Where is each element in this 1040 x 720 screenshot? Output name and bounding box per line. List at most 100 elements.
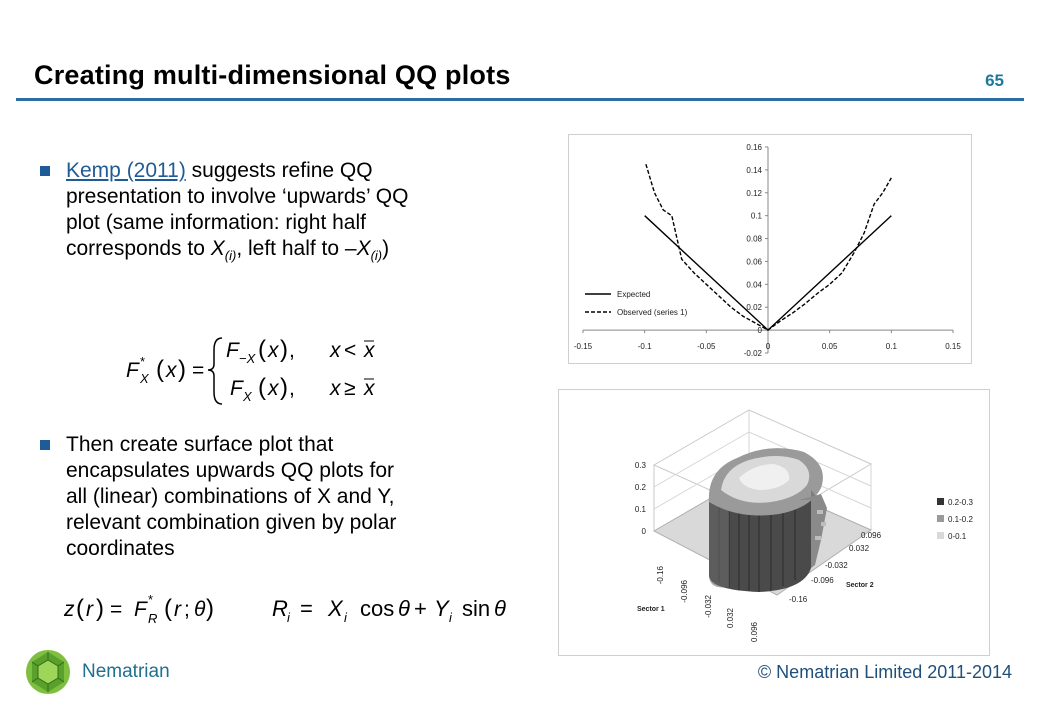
svg-text:): ) bbox=[280, 374, 288, 401]
svg-text:i: i bbox=[287, 610, 291, 625]
svg-text:i: i bbox=[344, 610, 348, 625]
sector2-axis-label: Sector 2 bbox=[846, 582, 874, 589]
bullet1-text-2: presentation to involve ‘upwards’ QQ bbox=[66, 185, 409, 208]
kemp-2011-link[interactable]: Kemp (2011) bbox=[66, 159, 186, 182]
svg-text:=: = bbox=[110, 598, 122, 621]
series-line-observed-series-1- bbox=[645, 163, 892, 331]
bullet-surface-plot: Then create surface plot that encapsulat… bbox=[40, 432, 520, 562]
svg-text:Y: Y bbox=[434, 596, 450, 621]
x-tick-label: 0 bbox=[766, 342, 771, 351]
y-tick-label: 0.08 bbox=[746, 235, 762, 244]
bullet1-text-1: suggests refine QQ bbox=[185, 159, 373, 182]
slide-title: Creating multi-dimensional QQ plots bbox=[34, 60, 511, 90]
svg-text:=: = bbox=[192, 359, 204, 382]
svg-text:): ) bbox=[206, 595, 214, 622]
legend-label: 0.2-0.3 bbox=[948, 498, 973, 507]
svg-text:−X: −X bbox=[239, 351, 257, 366]
svg-text:X: X bbox=[327, 596, 344, 621]
svg-text:): ) bbox=[280, 336, 288, 363]
y-tick-label: 0.12 bbox=[746, 189, 762, 198]
equation-polar-cdf: z ( r ) = F * R ( r ; θ ) bbox=[63, 592, 214, 626]
sector2-tick-label: -0.16 bbox=[789, 595, 808, 604]
sector2-tick-label: -0.096 bbox=[811, 576, 834, 585]
upwards-qq-chart: 0.16 0.14 0.12 0.1 0.08 0.06 0.04 0.02 0 -0.02 -0.… bbox=[568, 134, 972, 364]
bullet2-text-1: Then create surface plot that bbox=[66, 433, 334, 456]
svg-text:x: x bbox=[329, 377, 342, 400]
surface-chart: 0.3 0.2 0.1 0 -0.16 -0.096 -0.032 0.032 0.096 0.0… bbox=[558, 389, 990, 656]
qq-chart-svg: 0.160.140.120.10.080.060.040.020-0.02-0.… bbox=[574, 143, 961, 358]
svg-text:x: x bbox=[329, 339, 342, 362]
svg-text:θ: θ bbox=[494, 596, 506, 621]
surface-chart-svg: 0.30.20.10-0.16-0.096-0.0320.0320.0960.0… bbox=[635, 409, 973, 642]
sector2-tick-label: 0.096 bbox=[861, 531, 882, 540]
x-tick-label: 0.1 bbox=[886, 342, 898, 351]
svg-text:x: x bbox=[267, 377, 280, 400]
svg-text:*: * bbox=[140, 354, 145, 369]
y-tick-label: -0.02 bbox=[744, 349, 763, 358]
slide-number: 65 bbox=[985, 71, 1004, 90]
z-tick-label: 0.1 bbox=[635, 505, 647, 514]
y-tick-label: 0 bbox=[758, 326, 763, 335]
title-divider bbox=[16, 98, 1024, 101]
bullet1-text-3: plot (same information: right half bbox=[66, 211, 366, 234]
svg-text:sin: sin bbox=[462, 596, 490, 621]
x-tick-label: -0.05 bbox=[697, 342, 716, 351]
sector1-tick-label: 0.096 bbox=[750, 621, 759, 642]
legend-swatch bbox=[937, 532, 944, 539]
bullet-marker bbox=[40, 440, 50, 450]
sector1-tick-label: -0.032 bbox=[704, 594, 713, 617]
svg-text:(: ( bbox=[156, 356, 164, 383]
equation-upwards-cdf: F * X ( x ) = F −X ( x ) , x < x F X ( x… bbox=[126, 336, 376, 405]
sector1-tick-label: -0.096 bbox=[680, 579, 689, 602]
svg-text:x: x bbox=[165, 359, 178, 382]
y-tick-label: 0.14 bbox=[746, 166, 762, 175]
svg-text:r: r bbox=[174, 598, 182, 621]
bullet1-text-4: corresponds to X(i), left half to –X(i)) bbox=[66, 237, 390, 264]
svg-text:,: , bbox=[289, 377, 295, 400]
nematrian-logo-icon bbox=[26, 650, 70, 694]
svg-text:F: F bbox=[230, 377, 244, 400]
svg-text:R: R bbox=[148, 611, 157, 626]
sector2-tick-label: -0.032 bbox=[825, 561, 848, 570]
y-tick-label: 0.1 bbox=[751, 212, 763, 221]
sector2-tick-label: 0.032 bbox=[849, 544, 870, 553]
legend-swatch bbox=[937, 498, 944, 505]
legend-label: 0-0.1 bbox=[948, 532, 967, 541]
legend-swatch bbox=[937, 515, 944, 522]
bullet2-text-2: encapsulates upwards QQ plots for bbox=[66, 459, 395, 482]
legend-label: 0.1-0.2 bbox=[948, 515, 973, 524]
sector1-tick-label: 0.032 bbox=[726, 607, 735, 628]
svg-text:F: F bbox=[134, 598, 148, 621]
sector1-axis-label: Sector 1 bbox=[637, 606, 665, 613]
y-tick-label: 0.02 bbox=[746, 303, 762, 312]
z-tick-label: 0.2 bbox=[635, 483, 647, 492]
svg-text:F: F bbox=[226, 339, 240, 362]
svg-text:+: + bbox=[414, 596, 427, 621]
svg-text:*: * bbox=[148, 592, 153, 607]
svg-text:i: i bbox=[449, 610, 453, 625]
svg-text:<: < bbox=[344, 339, 356, 362]
bullet-kemp: Kemp (2011) suggests refine QQ presentat… bbox=[40, 158, 520, 269]
z-tick-label: 0 bbox=[642, 527, 647, 536]
bullet2-text-5: coordinates bbox=[66, 537, 175, 560]
x-tick-label: 0.05 bbox=[822, 342, 838, 351]
svg-text:(: ( bbox=[258, 336, 266, 363]
svg-text:(: ( bbox=[164, 595, 172, 622]
svg-text:R: R bbox=[272, 596, 288, 621]
y-tick-label: 0.16 bbox=[746, 143, 762, 152]
bullet2-text-3: all (linear) combinations of X and Y, bbox=[66, 485, 395, 508]
svg-text:,: , bbox=[289, 339, 295, 362]
equation-polar-combination: R i = X i cos θ + Y i sin θ bbox=[272, 596, 506, 625]
z-tick-label: 0.3 bbox=[635, 461, 647, 470]
svg-text:x: x bbox=[363, 377, 376, 400]
svg-text:): ) bbox=[96, 595, 104, 622]
svg-text:r: r bbox=[86, 598, 94, 621]
bullet2-text-4: relevant combination given by polar bbox=[66, 511, 397, 534]
svg-text:;: ; bbox=[184, 598, 190, 621]
svg-text:F: F bbox=[126, 359, 140, 382]
svg-text:cos: cos bbox=[360, 596, 394, 621]
svg-text:(: ( bbox=[76, 595, 84, 622]
svg-text:x: x bbox=[363, 339, 376, 362]
y-tick-label: 0.06 bbox=[746, 257, 762, 266]
legend-label: Observed (series 1) bbox=[617, 308, 688, 317]
